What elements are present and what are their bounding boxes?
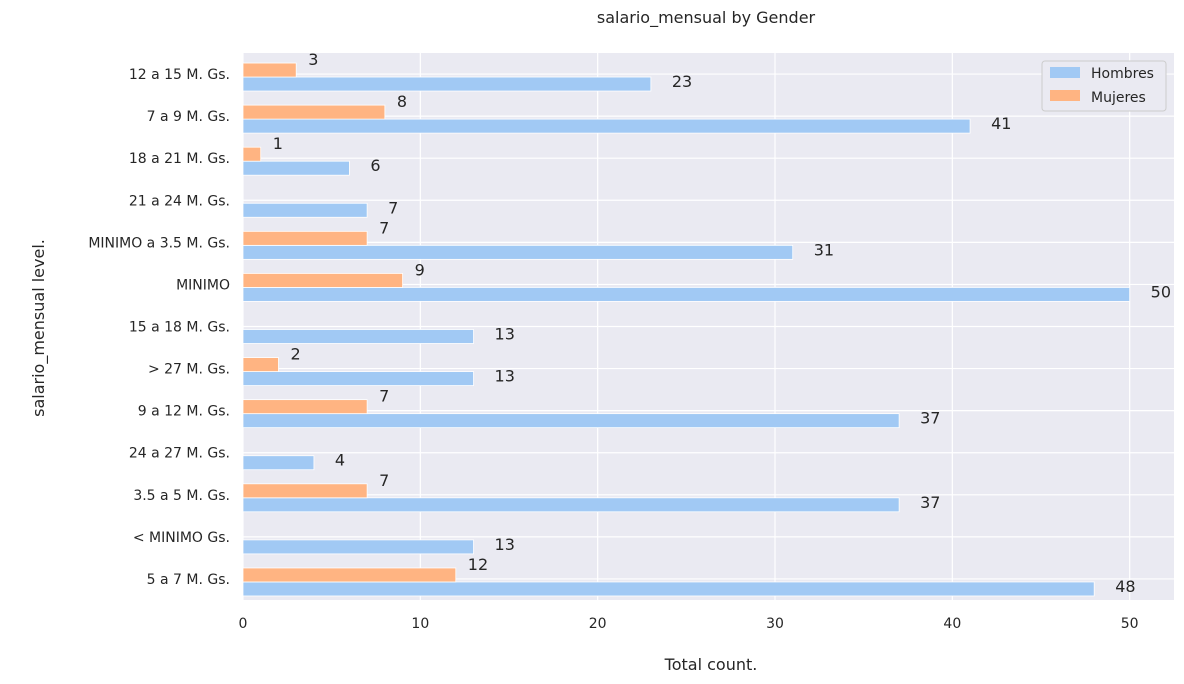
bar-hombres [242,118,971,134]
bar-mujeres [242,399,368,415]
y-tick-label: 3.5 a 5 M. Gs. [133,488,230,504]
bar-hombres [242,202,368,218]
data-label-mujeres: 7 [379,387,389,406]
y-tick-label: 5 a 7 M. Gs. [147,572,230,588]
y-axis-label: salario_mensual level. [29,239,49,417]
bar-hombres [242,455,315,471]
x-tick-label: 20 [589,616,607,632]
grid-lines [242,53,1174,600]
data-label-hombres: 37 [920,493,940,512]
chart-title: salario_mensual by Gender [597,8,816,28]
bars [242,62,1131,597]
data-label-hombres: 13 [495,535,515,554]
y-tick-labels: 12 a 15 M. Gs. 7 a 9 M. Gs. 18 a 21 M. Gs.… [88,67,230,588]
y-tick-label: 24 a 27 M. Gs. [129,446,230,462]
y-tick-label: MINIMO [176,277,230,293]
y-tick-label: 12 a 15 M. Gs. [129,67,230,83]
bar-hombres [242,371,474,386]
bar-mujeres [242,357,279,372]
data-label-hombres: 41 [991,114,1011,133]
bar-mujeres [242,62,297,78]
data-label-hombres: 37 [920,409,940,428]
data-label-hombres: 7 [388,198,398,217]
data-label-mujeres: 8 [397,92,407,111]
data-label-mujeres: 7 [379,218,389,237]
bar-mujeres [242,273,404,288]
legend-swatch-mujeres [1050,90,1080,101]
data-label-mujeres: 12 [468,555,488,574]
bar-mujeres [242,230,368,246]
bar-hombres [242,581,1095,597]
x-tick-label: 50 [1121,616,1139,632]
x-tick-label: 10 [411,616,429,632]
bar-hombres [242,497,900,513]
data-labels: 23 3 41 8 6 1 7 31 7 50 9 13 13 2 37 7 4 37 7 13 48 12 [273,50,1171,596]
bar-hombres [242,539,474,555]
y-tick-label: 7 a 9 M. Gs. [147,109,230,125]
bar-hombres [242,329,474,344]
y-tick-label: > 27 M. Gs. [148,362,230,378]
bar-hombres [242,413,900,429]
data-label-hombres: 13 [495,367,515,386]
data-label-hombres: 50 [1151,282,1171,301]
data-label-hombres: 31 [814,240,834,259]
data-label-hombres: 6 [370,156,380,175]
data-label-hombres: 13 [495,325,515,344]
x-tick-labels: 0 10 20 30 40 50 [239,616,1139,632]
data-label-mujeres: 2 [290,345,300,364]
x-tick-label: 40 [943,616,961,632]
data-label-mujeres: 1 [273,134,283,153]
legend-swatch-hombres [1050,67,1080,78]
bar-mujeres [242,104,386,120]
bar-hombres [242,244,794,260]
y-tick-label: 9 a 12 M. Gs. [138,404,230,420]
y-tick-label: 15 a 18 M. Gs. [129,320,230,336]
y-tick-label: MINIMO a 3.5 M. Gs. [88,235,230,251]
y-tick-label: 18 a 21 M. Gs. [129,151,230,167]
legend-label-hombres: Hombres [1091,66,1154,82]
bar-mujeres [242,483,368,499]
bar-mujeres [242,146,262,162]
x-tick-label: 0 [239,616,248,632]
legend-label-mujeres: Mujeres [1091,90,1146,106]
data-label-mujeres: 3 [308,50,318,69]
x-tick-label: 30 [766,616,784,632]
bar-mujeres [242,567,457,583]
legend: Hombres Mujeres [1041,60,1167,112]
y-tick-label: 21 a 24 M. Gs. [129,193,230,209]
bar-hombres [242,76,652,92]
data-label-hombres: 48 [1115,577,1135,596]
data-label-hombres: 4 [335,451,345,470]
bar-hombres [242,287,1131,302]
data-label-hombres: 23 [672,72,692,91]
data-label-mujeres: 9 [415,260,425,279]
data-label-mujeres: 7 [379,471,389,490]
bar-hombres [242,160,350,176]
x-axis-label: Total count. [664,655,758,674]
y-tick-label: < MINIMO Gs. [133,530,230,546]
